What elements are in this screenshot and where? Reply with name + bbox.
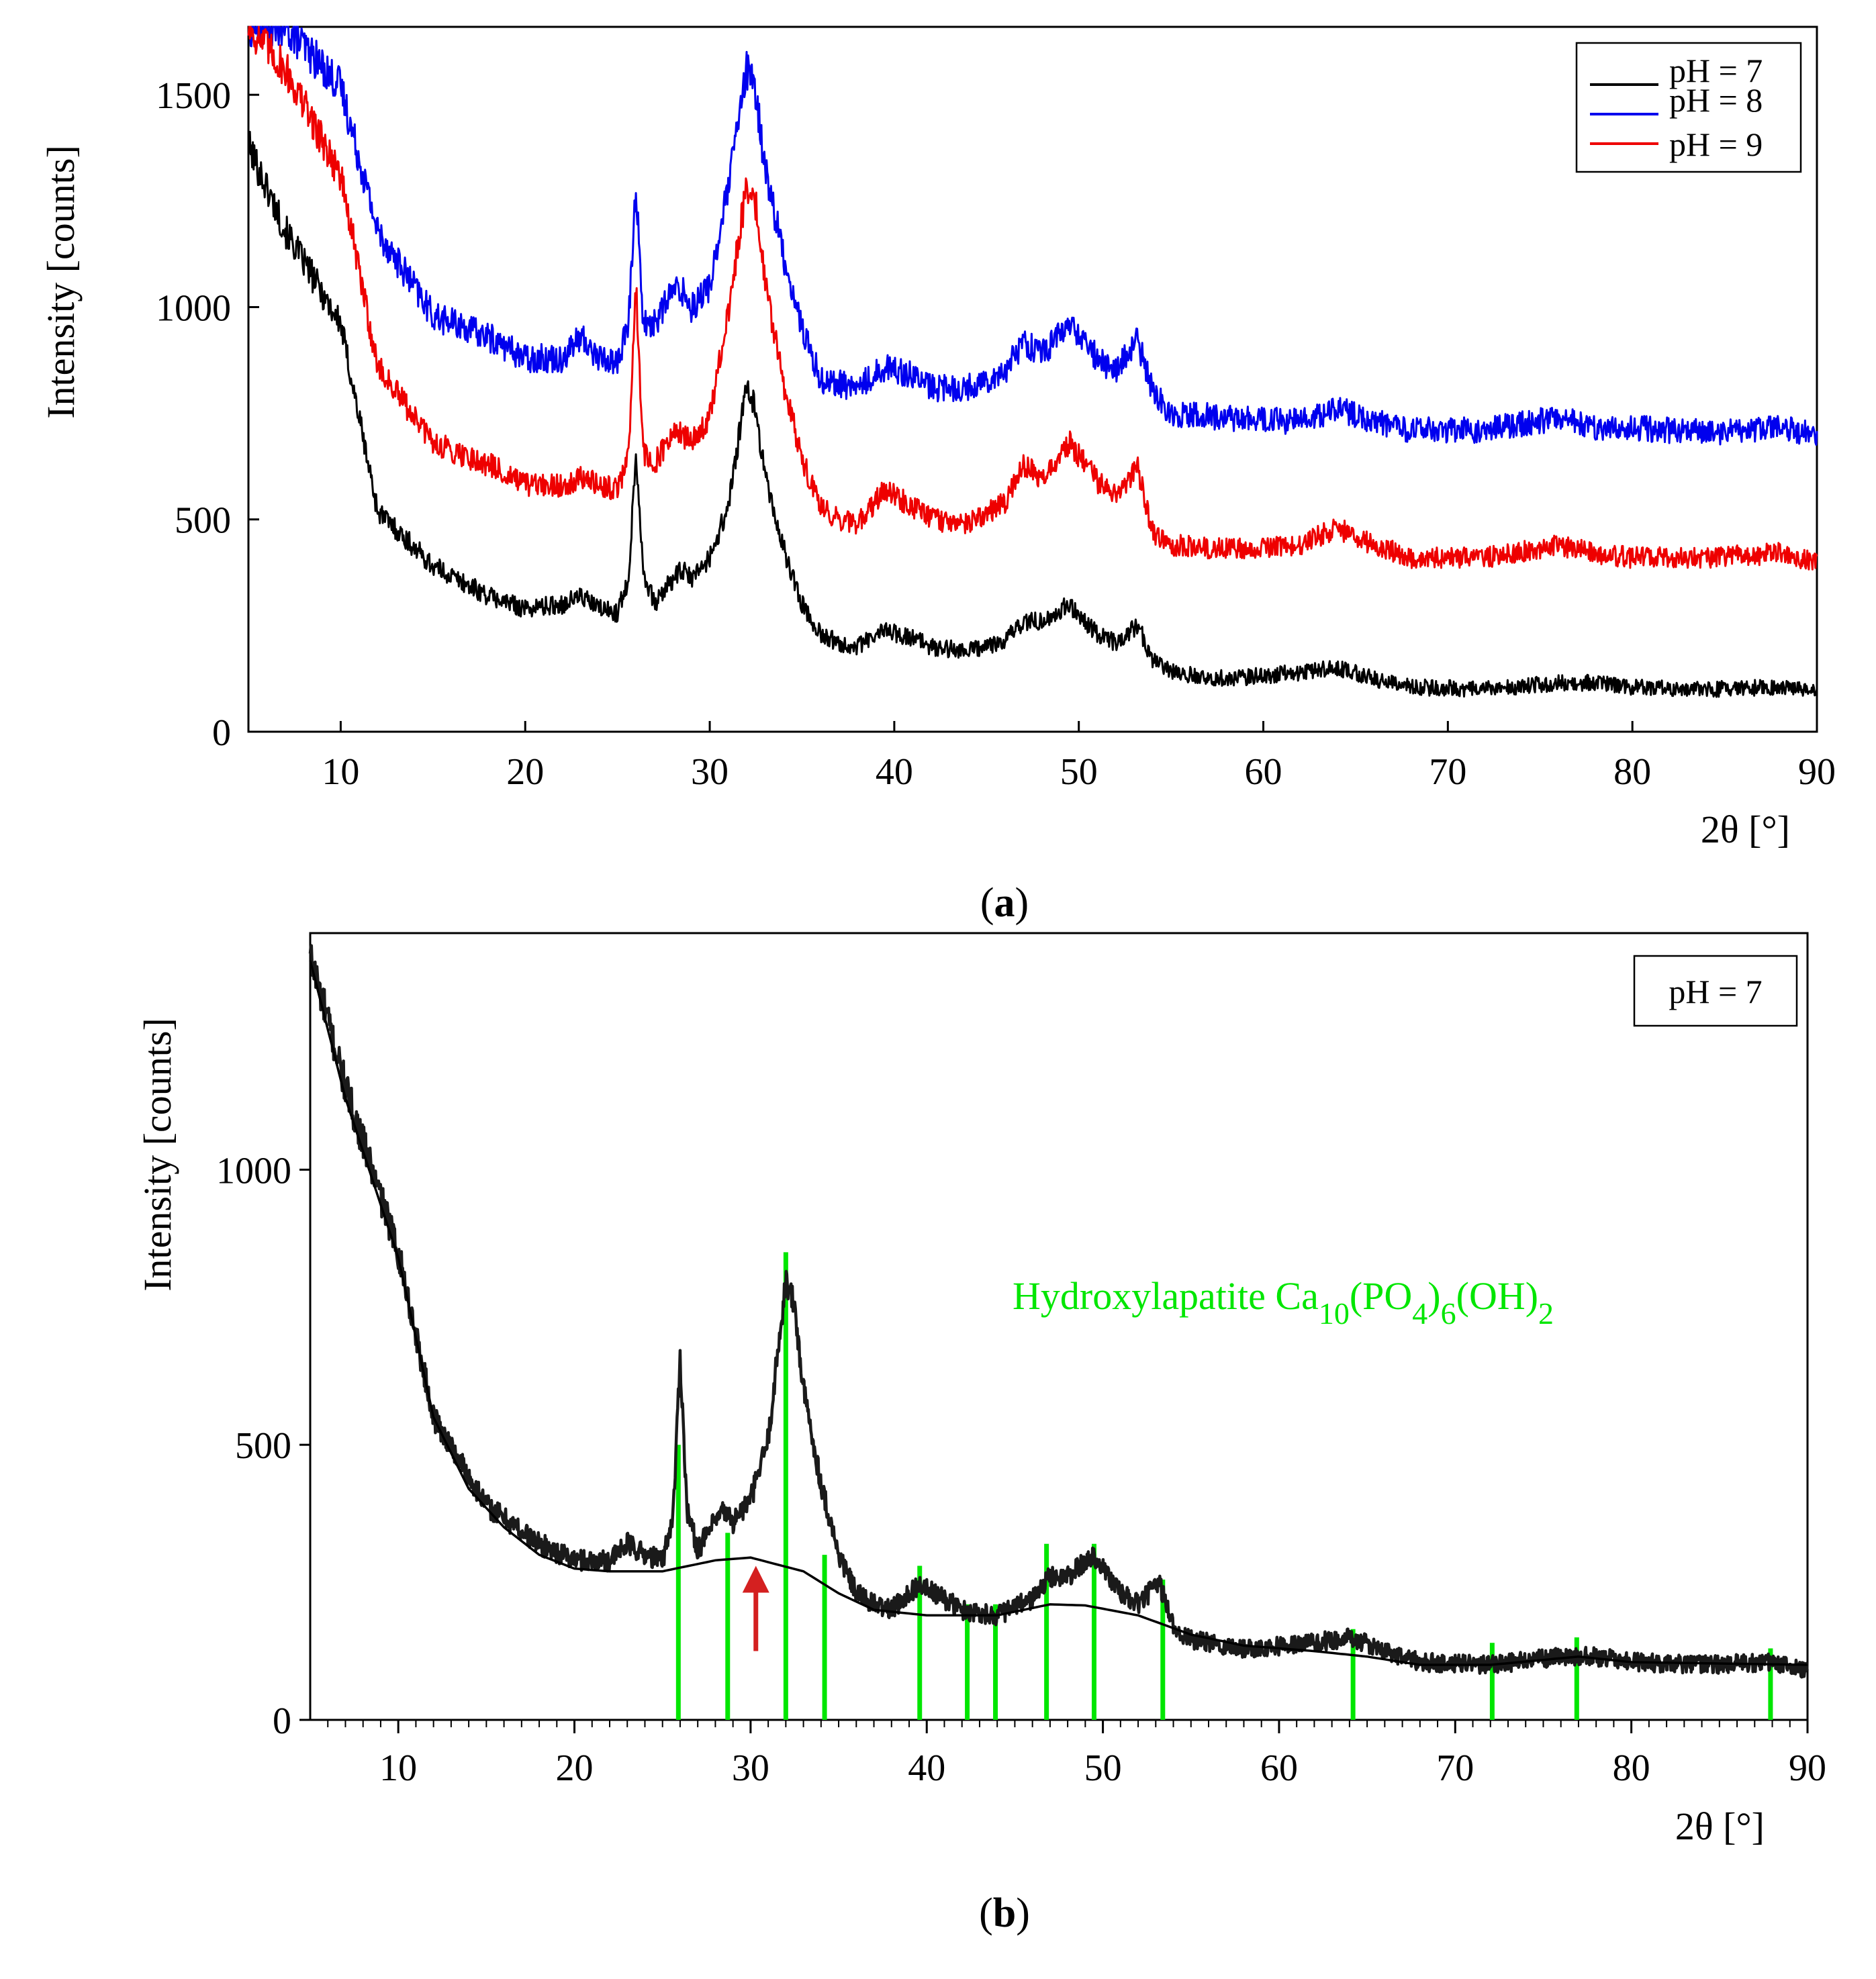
panel-letter-b: b [993, 1890, 1016, 1936]
hydroxylapatite-label: Hydroxylapatite Ca10(PO4)6(OH)2 [1013, 1274, 1554, 1331]
legend-a: pH = 7 pH = 8 pH = 9 [1575, 42, 1802, 173]
x-tick-label-a: 80 [1613, 751, 1651, 793]
panel-a: 10 20 30 40 50 60 70 80 90 0 500 1000 1500 Intensit… [39, 26, 1836, 926]
y-ticks-b: 0 500 1000 [216, 1150, 310, 1742]
panel-letter-a: a [994, 880, 1015, 926]
legend-label-ph9: pH = 9 [1669, 126, 1763, 163]
x-tick-label-b: 20 [556, 1747, 594, 1789]
legend-label-ph8: pH = 8 [1669, 81, 1763, 119]
y-tick-label-b: 500 [235, 1425, 291, 1467]
x-tick-label-a: 70 [1429, 751, 1466, 793]
y-ticks-a: 0 500 1000 1500 [156, 75, 259, 754]
series-line-a-ph8 [247, 26, 1818, 446]
hap-sub-4: 4 [1412, 1296, 1427, 1331]
x-tick-label-a: 60 [1245, 751, 1282, 793]
x-tick-label-b: 30 [732, 1747, 769, 1789]
hap-sub-6: 6 [1441, 1296, 1456, 1331]
arrow-head [742, 1565, 769, 1593]
legend-b: pH = 7 [1633, 955, 1798, 1027]
y-tick-label-a: 1500 [156, 75, 231, 117]
y-axis-label-a: Intensity [counts] [39, 145, 83, 419]
x-tick-label-b: 10 [379, 1747, 417, 1789]
hap-formula-ca: Ca [1275, 1274, 1318, 1318]
x-tick-label-b: 80 [1613, 1747, 1650, 1789]
y-tick-label-b: 0 [273, 1700, 291, 1742]
series-group-a [247, 26, 1818, 698]
x-tick-label-b: 90 [1789, 1747, 1826, 1789]
panel-label-b: (b) [979, 1890, 1030, 1936]
plot-frame-b [309, 932, 1809, 1721]
x-tick-label-a: 20 [506, 751, 544, 793]
legend-box-b [1633, 955, 1798, 1027]
hap-sub-2: 2 [1538, 1296, 1554, 1331]
hap-formula-oh: (OH) [1456, 1274, 1538, 1318]
legend-label-ph7: pH = 7 [1669, 52, 1763, 89]
x-ticks-b: 10 20 30 40 50 60 70 80 90 [327, 1720, 1826, 1789]
hap-name: Hydroxylapatite [1013, 1274, 1266, 1318]
x-tick-label-a: 40 [876, 751, 913, 793]
y-tick-label-b: 1000 [216, 1150, 291, 1192]
arrow-annotation [742, 1565, 769, 1651]
series-line-b-measured [308, 944, 1809, 1679]
series-line-a-ph9 [247, 26, 1818, 571]
y-tick-label-a: 0 [212, 712, 231, 754]
hap-formula-po: (PO [1350, 1274, 1412, 1318]
legend-label-b: pH = 7 [1669, 973, 1762, 1010]
x-tick-label-a: 90 [1798, 751, 1836, 793]
x-tick-label-a: 30 [691, 751, 729, 793]
y-tick-label-a: 500 [175, 500, 231, 542]
hap-sub-10: 10 [1319, 1296, 1350, 1331]
plot-frame-a [247, 26, 1818, 733]
x-ticks-a: 10 20 30 40 50 60 70 80 90 [322, 721, 1836, 793]
x-axis-label-a: 2θ [°] [1701, 808, 1790, 851]
x-tick-label-a: 50 [1060, 751, 1098, 793]
hap-formula-paren: ) [1427, 1274, 1440, 1318]
panel-b: 10 20 30 40 50 60 70 80 90 0 500 1000 Intensity [c… [136, 932, 1826, 1936]
x-axis-label-b: 2θ [°] [1675, 1804, 1765, 1848]
series-line-b-background [309, 960, 1808, 1666]
x-tick-label-b: 60 [1260, 1747, 1298, 1789]
x-tick-label-a: 10 [322, 751, 359, 793]
series-group-b [308, 944, 1809, 1679]
x-tick-label-b: 50 [1084, 1747, 1122, 1789]
x-tick-label-b: 70 [1436, 1747, 1474, 1789]
y-tick-label-a: 1000 [156, 287, 231, 329]
x-tick-label-b: 40 [908, 1747, 945, 1789]
reference-lines-b [675, 1252, 1773, 1720]
panel-label-a: (a) [980, 880, 1029, 926]
series-line-a-ph7 [247, 130, 1818, 698]
legend-box-a [1575, 42, 1802, 173]
y-axis-label-b: Intensity [counts] [136, 1018, 179, 1292]
